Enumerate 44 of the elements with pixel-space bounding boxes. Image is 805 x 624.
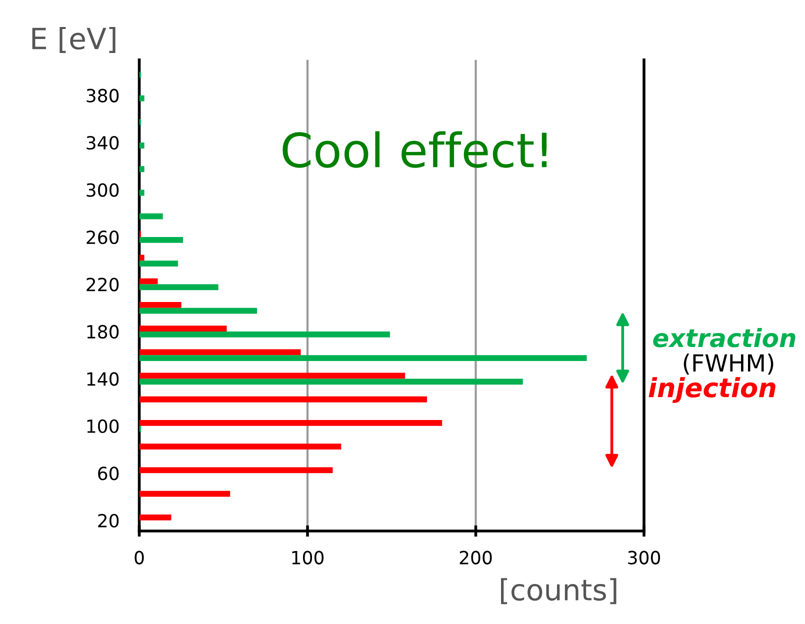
bar: [139, 349, 301, 356]
x-tick-label: 300: [628, 550, 660, 564]
y-tick-label: 260: [86, 230, 119, 244]
bar: [139, 355, 587, 361]
x-tick-label: 100: [292, 550, 324, 564]
bar: [139, 302, 182, 308]
text: extraction: [653, 328, 796, 348]
bar: [139, 420, 442, 426]
bar: [139, 260, 178, 267]
bar: [139, 378, 523, 385]
bar: [139, 284, 218, 290]
y-tick-label: 220: [86, 278, 119, 292]
x-axis-title: [counts]: [501, 578, 616, 604]
x-tick-label: 200: [460, 550, 492, 564]
annotation: Cool effect!: [282, 131, 547, 168]
bar: [139, 396, 427, 402]
bar: [139, 331, 390, 338]
text: (FWHM): [684, 354, 774, 375]
bar: [139, 326, 227, 332]
bar: [139, 490, 230, 497]
bar: [139, 514, 172, 520]
bar: [139, 142, 144, 148]
y-tick-label: 340: [86, 136, 119, 150]
y-tick-label: 20: [98, 514, 119, 528]
bar: [139, 213, 163, 220]
y-tick-label: 180: [87, 324, 119, 339]
text: injection: [648, 377, 776, 403]
y-axis-title: E [eV]: [32, 26, 116, 53]
bar: [139, 278, 158, 284]
bar: [139, 467, 333, 474]
y-tick-label: 300: [86, 183, 119, 197]
bar: [139, 237, 184, 243]
bar: [139, 95, 144, 102]
x-tick-label: 0: [134, 550, 144, 564]
bar: [139, 372, 406, 379]
y-tick-label: 140: [87, 372, 119, 386]
bar: [139, 254, 144, 261]
bar: [139, 308, 258, 314]
bar: [139, 444, 342, 450]
y-tick-label: 60: [98, 466, 119, 480]
bar: [139, 166, 144, 172]
y-tick-label: 100: [87, 419, 119, 434]
y-tick-label: 380: [86, 88, 119, 102]
bar: [139, 190, 144, 196]
